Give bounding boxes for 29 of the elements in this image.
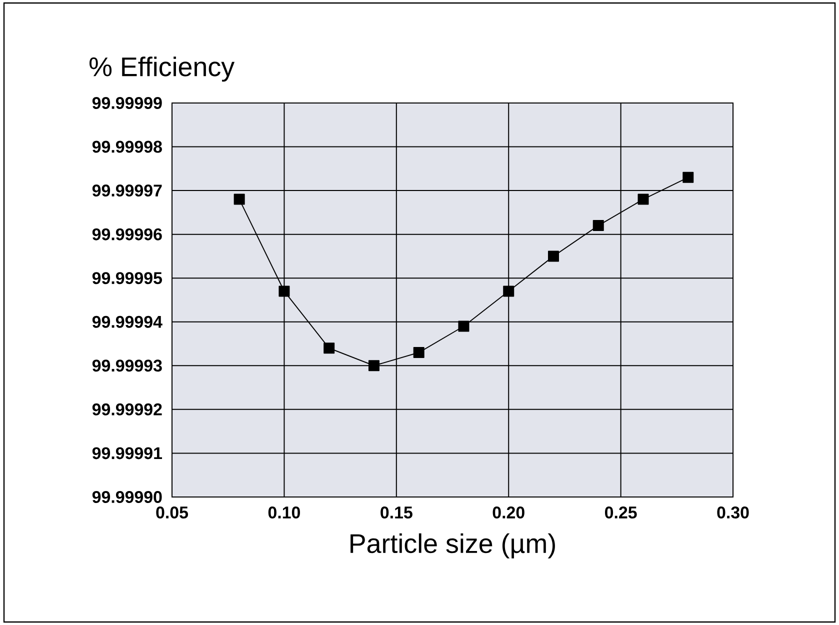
point [324,342,335,354]
point [682,172,694,183]
y-tick-label: 99.99998 [92,140,162,153]
x-tick-label: 0.05 [156,506,188,518]
x-tick-label: 0.25 [605,506,637,518]
x-axis-title: Particle size (µm) [350,533,555,558]
y-tick-label: 99.99991 [92,447,162,460]
y-tick-label: 99.99999 [92,96,162,109]
y-tick-label: 99.99997 [92,184,162,197]
chart-title: % Efficiency [90,56,235,82]
y-tick-label: 99.99990 [92,490,162,503]
y-tick-label: 99.99992 [92,403,162,416]
x-tick-label: 0.30 [717,506,749,519]
point [413,347,424,358]
y-tick-label: 99.99995 [92,272,162,284]
x-tick-label: 0.15 [380,506,412,518]
point [368,360,380,372]
point [503,286,514,297]
y-tick-label: 99.99994 [92,316,162,328]
x-tick-label: 0.10 [268,506,300,518]
point [548,250,559,262]
point [638,194,649,205]
point [592,220,604,232]
x-tick-label: 0.20 [492,506,524,518]
point [234,194,245,205]
point [278,286,290,297]
point [458,320,470,332]
y-tick-label: 99.99993 [92,360,162,372]
y-tick-label: 99.99996 [92,228,162,240]
